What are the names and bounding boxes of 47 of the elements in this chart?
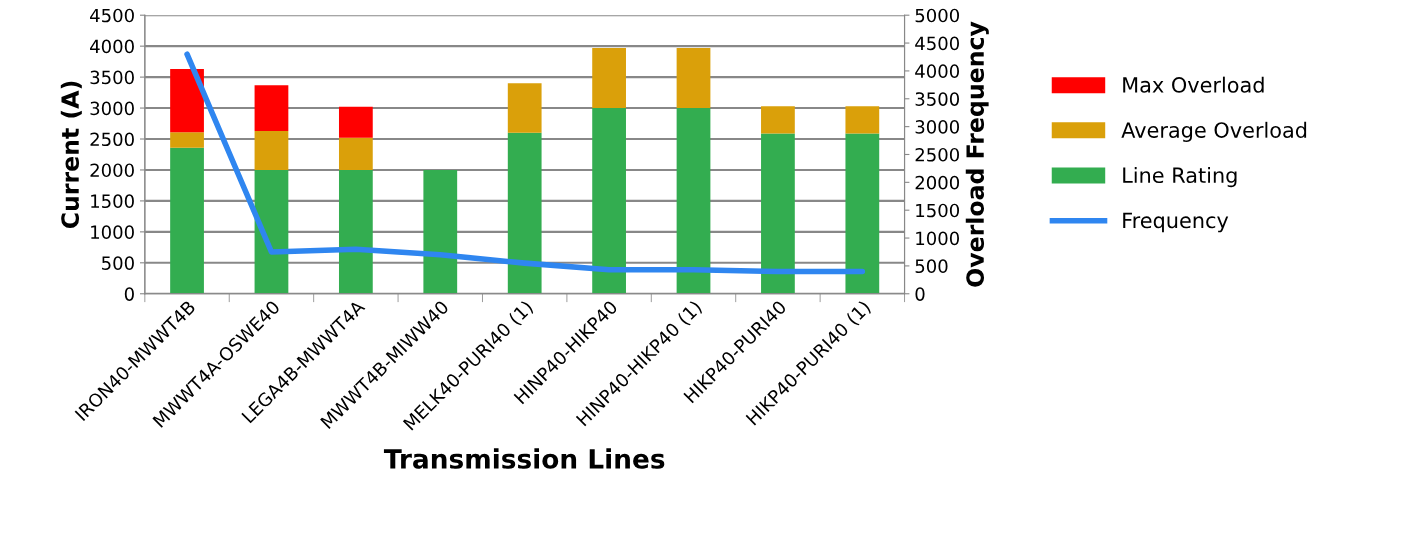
bar <box>170 132 204 148</box>
bar <box>592 108 626 294</box>
legend-label: Average Overload <box>1121 121 1307 142</box>
y-tick-label: 0 <box>124 287 134 301</box>
y2-tick-label: 2000 <box>915 175 960 190</box>
y2-axis-title: Overload Frequency <box>965 21 989 287</box>
legend-label: Max Overload <box>1123 76 1264 93</box>
y-tick-label: 500 <box>102 256 134 270</box>
y2-tick-label: 4000 <box>915 64 960 79</box>
bar <box>338 106 373 138</box>
bar <box>338 137 373 170</box>
bar <box>761 133 795 294</box>
bar <box>170 147 204 294</box>
x-axis-title: Transmission Lines <box>383 448 665 469</box>
y2-tick-label: 4500 <box>915 36 960 51</box>
bar <box>845 133 880 294</box>
bar <box>170 69 204 133</box>
y2-tick-label: 3500 <box>915 92 960 106</box>
y2-tick-label: 0 <box>915 287 925 301</box>
y-tick-label: 4000 <box>90 39 134 54</box>
y2-tick-label: 2500 <box>915 147 960 162</box>
bar <box>254 130 289 170</box>
y-axis-title: Current (A) <box>60 81 82 229</box>
y-tick-label: 2500 <box>90 132 134 147</box>
y-tick-label: 4500 <box>90 8 134 23</box>
y2-tick-label: 500 <box>915 259 948 274</box>
bar <box>676 48 711 109</box>
bar <box>423 169 458 294</box>
bar <box>845 106 880 134</box>
y2-tick-label: 5000 <box>915 8 960 23</box>
legend-label: Line Rating <box>1123 166 1237 188</box>
legend-label: Frequency <box>1123 212 1229 233</box>
bar <box>676 108 711 294</box>
y-tick-label: 3000 <box>90 101 134 116</box>
y2-tick-label: 1000 <box>916 231 960 246</box>
y2-tick-label: 1500 <box>916 203 960 218</box>
bar <box>507 83 542 133</box>
y-tick-label: 2000 <box>90 163 134 178</box>
bar <box>254 85 289 131</box>
bar <box>761 106 795 134</box>
bar <box>507 132 542 294</box>
bar <box>592 48 626 109</box>
y-tick-label: 1500 <box>91 194 134 209</box>
bar <box>338 169 373 294</box>
y2-tick-label: 3000 <box>915 120 960 134</box>
y-tick-label: 1000 <box>91 225 134 239</box>
y-tick-label: 3500 <box>90 70 134 85</box>
